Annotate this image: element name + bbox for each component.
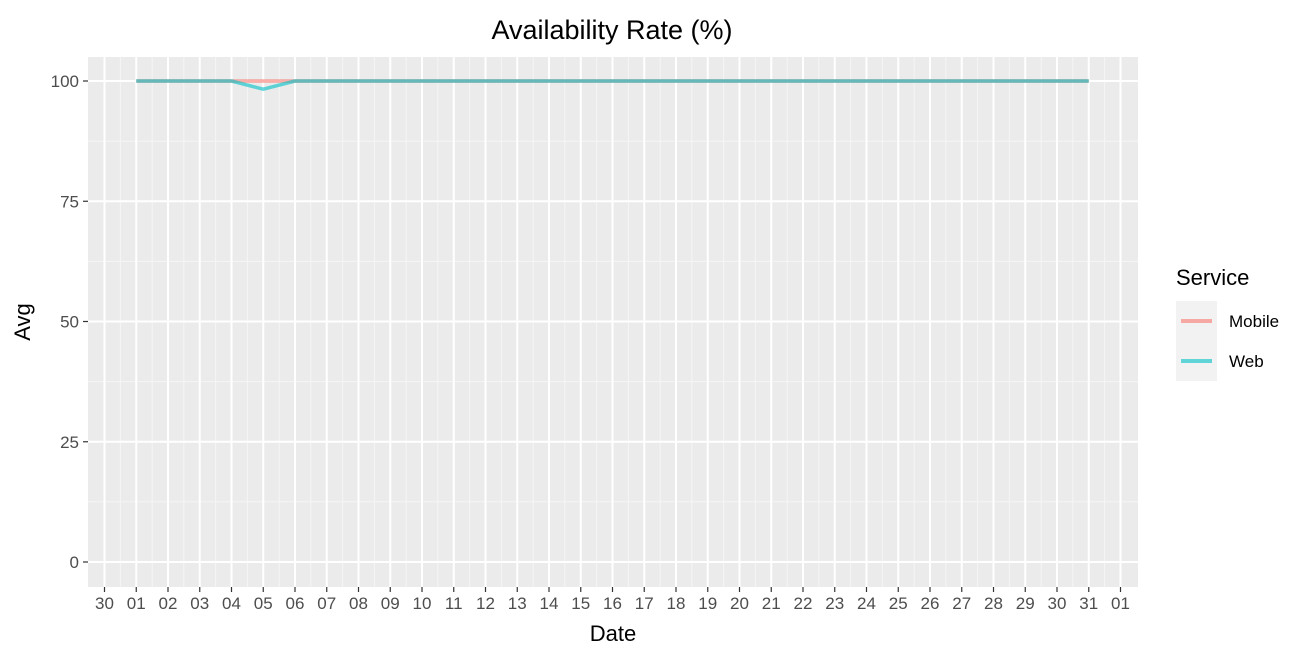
x-tick-label: 15: [571, 594, 590, 613]
x-tick-label: 17: [635, 594, 654, 613]
x-axis: 30 01 02 03 04 05 06 07 08 09 10 11 12 13 14 15 16 17 18 19…: [95, 587, 1130, 613]
y-tick-label: 0: [70, 553, 79, 572]
legend-label-mobile: Mobile: [1229, 312, 1279, 331]
x-tick-label: 08: [349, 594, 368, 613]
x-tick-label: 01: [127, 594, 146, 613]
x-tick-label: 10: [413, 594, 432, 613]
legend-label-web: Web: [1229, 352, 1264, 371]
x-tick-label: 07: [317, 594, 336, 613]
x-tick-label: 03: [190, 594, 209, 613]
series-lines: [136, 79, 1089, 91]
x-tick-label: 30: [1048, 594, 1067, 613]
y-tick-label: 100: [51, 72, 79, 91]
x-tick-label: 09: [381, 594, 400, 613]
x-tick-label: 26: [921, 594, 940, 613]
chart-title: Availability Rate (%): [491, 15, 732, 45]
x-tick-label: 22: [794, 594, 813, 613]
y-axis: 0 25 50 75 100: [51, 72, 88, 572]
x-tick-label: 05: [254, 594, 273, 613]
x-tick-label: 28: [984, 594, 1003, 613]
x-tick-label: 24: [857, 594, 876, 613]
x-tick-label: 23: [825, 594, 844, 613]
legend: Service Mobile Web: [1176, 265, 1279, 381]
x-tick-label: 13: [508, 594, 527, 613]
x-tick-label: 27: [952, 594, 971, 613]
x-tick-label: 12: [476, 594, 495, 613]
series-line-web: [136, 79, 1089, 91]
x-tick-label: 04: [222, 594, 241, 613]
x-tick-label: 25: [889, 594, 908, 613]
x-tick-label: 20: [730, 594, 749, 613]
x-tick-label: 21: [762, 594, 781, 613]
x-axis-title: Date: [590, 621, 636, 645]
x-tick-label: 29: [1016, 594, 1035, 613]
x-tick-label: 31: [1079, 594, 1098, 613]
x-tick-label: 16: [603, 594, 622, 613]
x-tick-label: 19: [698, 594, 717, 613]
y-tick-label: 25: [60, 433, 79, 452]
x-tick-label: 14: [540, 594, 559, 613]
x-tick-label: 30: [95, 594, 114, 613]
y-tick-label: 75: [60, 192, 79, 211]
legend-title: Service: [1176, 265, 1249, 290]
y-axis-title: Avg: [10, 303, 35, 341]
x-tick-label: 11: [445, 594, 463, 613]
x-tick-label: 06: [286, 594, 305, 613]
x-tick-label: 18: [667, 594, 686, 613]
x-tick-label: 01: [1111, 594, 1130, 613]
y-tick-label: 50: [60, 313, 79, 332]
x-tick-label: 02: [159, 594, 178, 613]
